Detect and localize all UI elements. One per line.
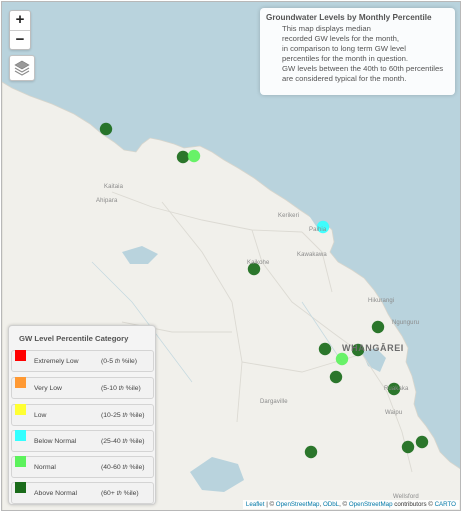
place-label: Kaikohe (247, 260, 270, 266)
site-marker[interactable] (176, 150, 190, 164)
legend-swatch (15, 456, 26, 467)
site-marker[interactable] (371, 320, 385, 334)
site-marker[interactable] (247, 262, 261, 276)
site-marker[interactable] (187, 149, 201, 163)
attribution-link-odbl[interactable]: ODbL (322, 501, 340, 508)
site-marker[interactable] (304, 445, 318, 459)
legend-title: GW Level Percentile Category (19, 334, 129, 343)
legend-swatch (15, 482, 26, 493)
site-marker[interactable] (335, 352, 349, 366)
info-line: recorded GW levels for the month, (282, 34, 400, 43)
site-marker[interactable] (401, 440, 415, 454)
place-label: Kawakawa (297, 252, 327, 258)
attribution-text: , (319, 501, 323, 508)
legend-row: Normal (40-60 th %ile) (11, 456, 154, 478)
legend-swatch (15, 350, 26, 361)
legend-range: (0-5 th %ile) (101, 358, 137, 365)
attribution-text: , © (339, 501, 349, 508)
place-label: Waipu (385, 410, 403, 416)
zoom-control: + − (9, 10, 31, 50)
legend-row: Low (10-25 th %ile) (11, 404, 154, 426)
harbour-whangarei (362, 348, 386, 372)
legend-row: Very Low (5-10 th %ile) (11, 377, 154, 399)
place-label: Wellsford (393, 494, 419, 500)
map-attribution: Leaflet | © OpenStreetMap, ODbL, © OpenS… (242, 500, 459, 509)
legend-range: (25-40 th %ile) (101, 438, 145, 445)
legend-range: (5-10 th %ile) (101, 385, 141, 392)
legend-range: (40-60 th %ile) (101, 464, 145, 471)
place-label: Dargaville (260, 399, 288, 405)
info-title: Groundwater Levels by Monthly Percentile (266, 13, 432, 22)
site-marker[interactable] (387, 382, 401, 396)
legend-range: (60+ th %ile) (101, 490, 139, 497)
info-line: percentiles for the month in question. (282, 54, 409, 63)
legend-label: Normal (34, 464, 56, 471)
legend-swatch (15, 430, 26, 441)
place-label: Paihia (309, 227, 327, 233)
legend-row: Below Normal (25-40 th %ile) (11, 430, 154, 452)
place-label: Kaitaia (104, 184, 124, 190)
info-line: This map displays median (282, 24, 371, 33)
site-marker[interactable] (415, 435, 429, 449)
site-marker[interactable] (316, 220, 330, 234)
attribution-link-carto[interactable]: CARTO (434, 501, 456, 508)
place-label: Kerikeri (278, 213, 300, 219)
legend-swatch (15, 377, 26, 388)
harbour-kaipara (190, 457, 244, 492)
legend-swatch (15, 404, 26, 415)
attribution-link-leaflet[interactable]: Leaflet (245, 501, 265, 508)
attribution-text: contributors © (392, 501, 435, 508)
layers-button[interactable] (9, 55, 35, 81)
info-panel: Groundwater Levels by Monthly Percentile… (260, 8, 455, 95)
attribution-link-osm[interactable]: OpenStreetMap (275, 501, 320, 508)
place-label: Ngunguru (392, 320, 420, 326)
info-line: are considered typical for the month. (282, 74, 407, 83)
harbour-hokianga (122, 246, 158, 264)
monitoring-sites (99, 122, 429, 459)
place-label: Ahipara (96, 198, 118, 204)
legend-row: Above Normal (60+ th %ile) (11, 482, 154, 504)
info-line: GW levels between the 40th to 60th perce… (282, 64, 444, 73)
legend-label: Above Normal (34, 490, 78, 497)
place-label: Hikurangi (368, 298, 395, 304)
place-label: Ruakaka (384, 386, 409, 392)
layers-icon (14, 60, 30, 76)
zoom-in-button[interactable]: + (15, 11, 25, 28)
bay-of-islands (308, 208, 338, 228)
rivers (91, 261, 343, 383)
legend-label: Below Normal (34, 438, 77, 445)
attribution-text: | © (264, 501, 276, 508)
legend-label: Low (34, 412, 47, 419)
site-marker[interactable] (318, 342, 332, 356)
legend-range: (10-25 th %ile) (101, 412, 145, 419)
site-marker[interactable] (329, 370, 343, 384)
legend-panel: GW Level Percentile Category Extremely L… (8, 325, 156, 505)
roads (111, 191, 413, 473)
legend-label: Extremely Low (34, 358, 79, 365)
site-marker[interactable] (99, 122, 113, 136)
info-line: in comparison to long term GW level (282, 44, 406, 53)
legend-label: Very Low (34, 385, 62, 392)
site-marker[interactable] (351, 343, 365, 357)
zoom-out-button[interactable]: − (10, 30, 30, 49)
city-label-whangarei: WHANGĀREI (342, 343, 404, 353)
legend-row: Extremely Low (0-5 th %ile) (11, 350, 154, 372)
attribution-link-osm-contributors[interactable]: OpenStreetMap (348, 501, 393, 508)
